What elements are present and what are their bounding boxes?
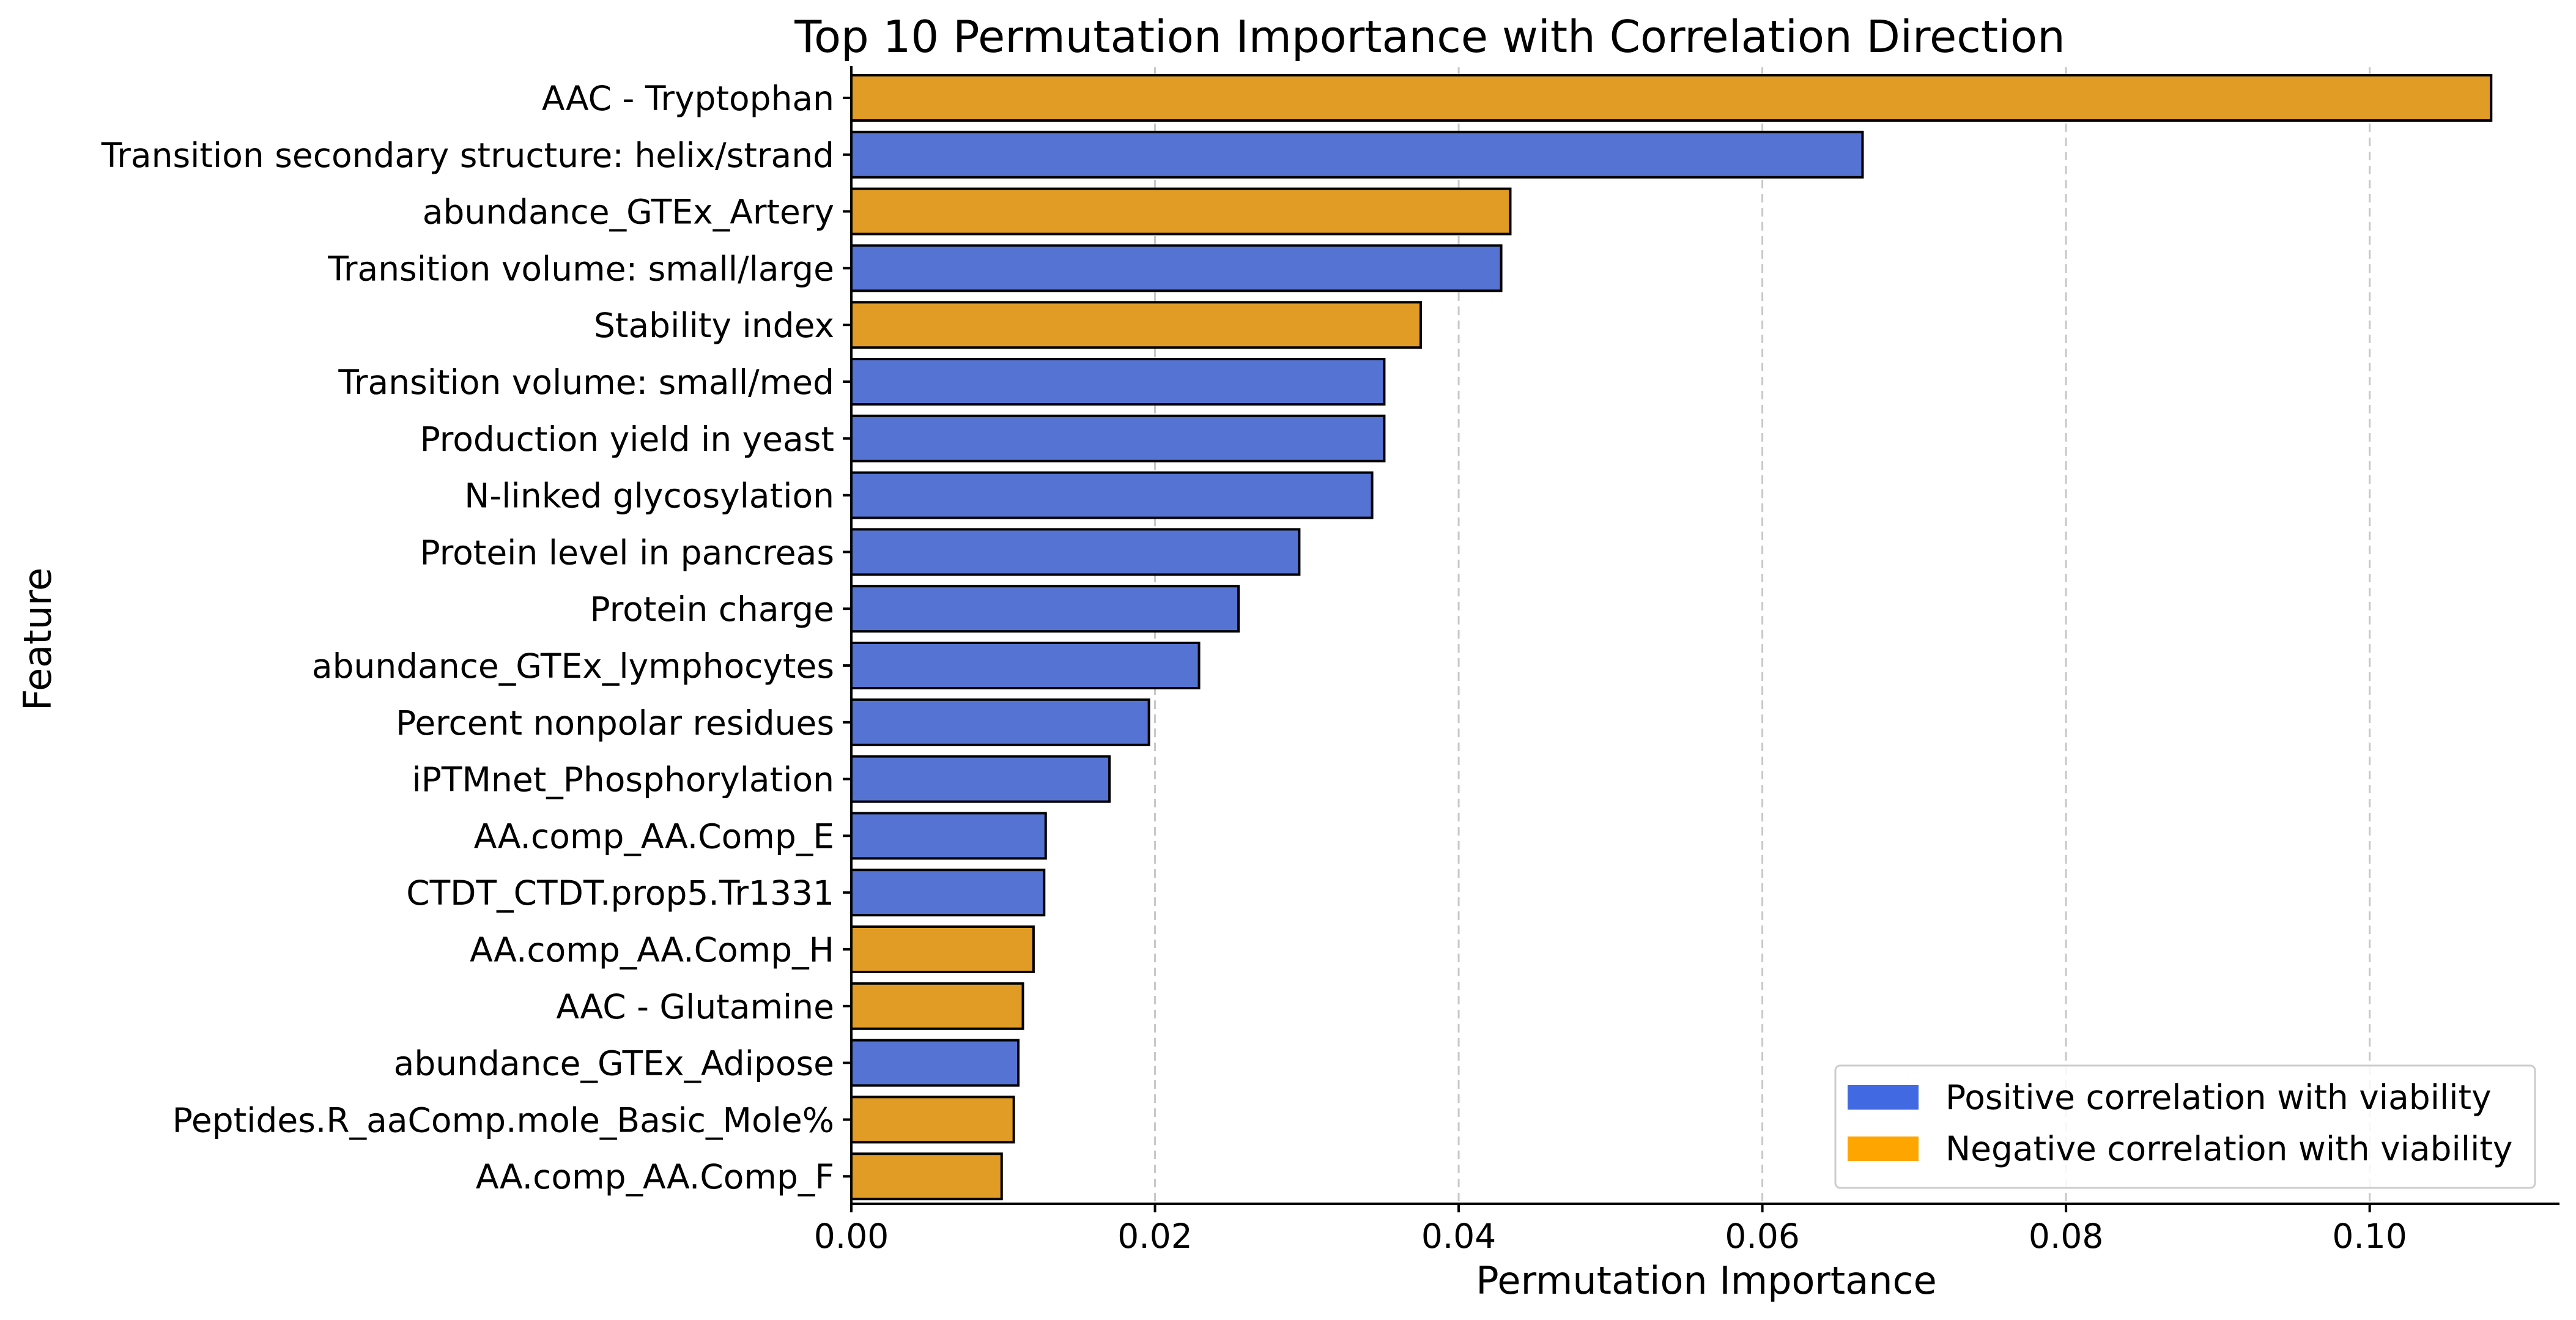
- y-tick-label-6: Production yield in yeast: [420, 420, 834, 459]
- bar-4: [850, 301, 1422, 349]
- bar-7: [850, 471, 1374, 519]
- y-tick-label-18: Peptides.R_aaComp.mole_Basic_Mole%: [172, 1100, 834, 1140]
- bar-6: [850, 414, 1386, 462]
- y-tick-label-1: Transition secondary structure: helix/st…: [101, 136, 834, 175]
- y-tick-label-7: N-linked glycosylation: [464, 476, 834, 516]
- y-tick-label-15: AA.comp_AA.Comp_H: [470, 930, 834, 970]
- axes: [843, 66, 2559, 1212]
- bar-16: [850, 982, 1024, 1030]
- bar-14: [850, 869, 1046, 917]
- bar-18: [850, 1096, 1015, 1144]
- legend-label-1: Negative correlation with viability: [1945, 1129, 2512, 1168]
- bar-17: [850, 1039, 1020, 1087]
- y-axis-title: Feature: [15, 568, 60, 711]
- y-tick-label-13: AA.comp_AA.Comp_E: [474, 817, 834, 856]
- bar-8: [850, 528, 1301, 576]
- y-tick-label-8: Protein level in pancreas: [420, 533, 834, 572]
- y-tick-label-11: Percent nonpolar residues: [396, 703, 834, 743]
- bar-13: [850, 812, 1047, 860]
- x-tick-labels: 0.00 0.02 0.04 0.06 0.08 0.10: [814, 1217, 2407, 1256]
- y-tick-label-0: AAC - Tryptophan: [542, 79, 834, 118]
- y-tick-label-4: Stability index: [594, 306, 834, 345]
- legend-box: [1834, 1064, 2536, 1189]
- y-tick-label-9: Protein charge: [590, 590, 834, 629]
- bar-3: [850, 244, 1503, 292]
- legend-swatch-0: [1848, 1085, 1919, 1110]
- y-tick-label-16: AAC - Glutamine: [556, 987, 834, 1026]
- bar-0: [850, 74, 2493, 122]
- bar-19: [850, 1152, 1003, 1201]
- y-tick-label-3: Transition volume: small/large: [327, 249, 834, 288]
- y-tick-label-17: abundance_GTEx_Adipose: [394, 1044, 834, 1083]
- y-tick-label-14: CTDT_CTDT.prop5.Tr1331: [406, 873, 834, 913]
- x-tick-label-2: 0.04: [1421, 1217, 1496, 1256]
- y-tick-label-2: abundance_GTEx_Artery: [423, 193, 834, 232]
- x-tick-label-5: 0.10: [2332, 1217, 2407, 1256]
- bar-12: [850, 755, 1111, 803]
- bar-10: [850, 642, 1201, 689]
- x-tick-label-1: 0.02: [1117, 1217, 1192, 1256]
- bar-11: [850, 698, 1150, 746]
- y-tick-labels: AAC - Tryptophan Transition secondary str…: [101, 79, 834, 1196]
- legend-label-0: Positive correlation with viability: [1945, 1078, 2492, 1117]
- x-tick-label-4: 0.08: [2029, 1217, 2103, 1256]
- chart-title: Top 10 Permutation Importance with Corre…: [794, 11, 2065, 62]
- bars: [850, 74, 2493, 1201]
- x-tick-label-3: 0.06: [1725, 1217, 1799, 1256]
- legend: Positive correlation with viability Negat…: [1834, 1064, 2536, 1189]
- legend-swatch-1: [1848, 1136, 1919, 1161]
- x-axis-title: Permutation Importance: [1476, 1258, 1936, 1303]
- bar-15: [850, 925, 1035, 973]
- x-tick-label-0: 0.00: [814, 1217, 889, 1256]
- bar-5: [850, 358, 1386, 406]
- bar-2: [850, 187, 1512, 235]
- bar-9: [850, 585, 1240, 633]
- y-tick-label-5: Transition volume: small/med: [338, 363, 834, 402]
- y-tick-label-19: AA.comp_AA.Comp_F: [476, 1157, 834, 1196]
- grid-lines: [1154, 67, 2371, 1204]
- y-tick-label-12: iPTMnet_Phosphorylation: [412, 760, 834, 799]
- y-tick-label-10: abundance_GTEx_lymphocytes: [312, 647, 834, 686]
- bar-1: [850, 130, 1864, 179]
